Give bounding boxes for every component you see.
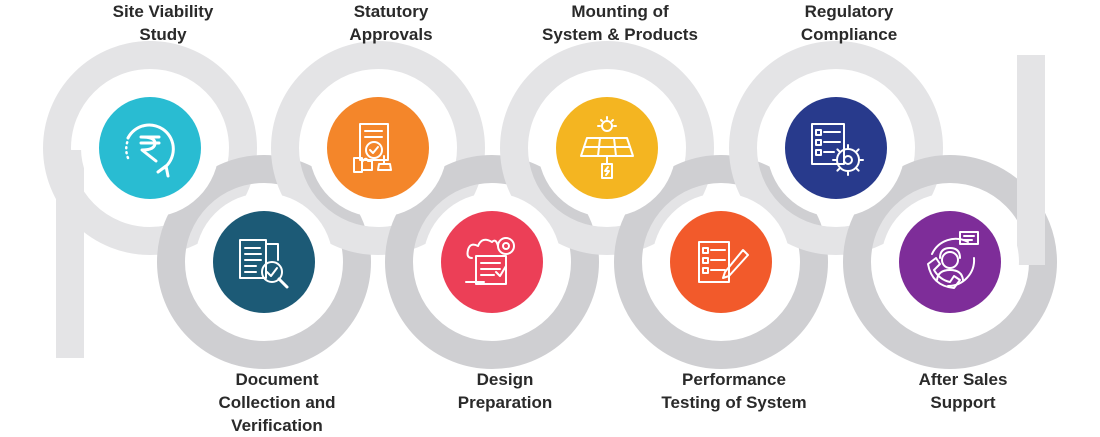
winding-track [43,41,1057,369]
rupee-cycle-icon [125,123,175,178]
track-right-leg [1017,55,1045,265]
track-ring [614,155,828,369]
track-ring [729,41,943,255]
step-label-line: Site Viability [112,2,214,21]
step-label-line: Design [476,370,534,389]
track-ring [385,155,599,369]
step-badge [899,211,1001,313]
design-blueprint-icon [465,237,515,285]
step-label-line: Mounting of [571,2,669,21]
step-label: Document Collection and Verification [167,368,387,437]
step-label: Mounting of System & Products [510,0,730,46]
track-ring [271,41,485,255]
step-label: Statutory Approvals [281,0,501,46]
step-circles [81,79,1019,331]
track-ring [43,41,257,255]
document-verification-icon [239,239,289,289]
step-label-line: Compliance [800,25,898,44]
step-label: Design Preparation [395,368,615,414]
checklist-pen-icon [698,241,749,283]
step-label-line: Regulatory [804,2,894,21]
track-ring [500,41,714,255]
compliance-gear-icon [811,123,864,176]
step-label-line: Study [139,25,187,44]
step-label-line: Testing of System [661,393,807,412]
step-label: After Sales Support [853,368,1073,414]
step-label: Performance Testing of System [624,368,844,414]
step-label: Regulatory Compliance [739,0,959,46]
step-label-line: After Sales [918,370,1008,389]
step-label: Site Viability Study [53,0,273,46]
step-label-line: System & Products [542,25,698,44]
track-ring [157,155,371,369]
step-label-line: Performance [682,370,786,389]
step-label-line: Support [930,393,996,412]
step-badge [670,211,772,313]
step-label-line: Approvals [349,25,433,44]
step-label-line: Statutory [353,2,429,21]
track-left-leg [56,150,84,358]
step-badge [213,211,315,313]
step-label-line: Collection and [218,393,336,412]
step-label-line: Preparation [457,393,553,412]
step-badge [785,97,887,199]
step-label-line: Document [235,370,319,389]
approval-stamp-icon [353,123,392,173]
step-label-line: Verification [231,416,323,435]
solar-panel-icon [580,116,634,179]
customer-support-icon [927,231,979,289]
